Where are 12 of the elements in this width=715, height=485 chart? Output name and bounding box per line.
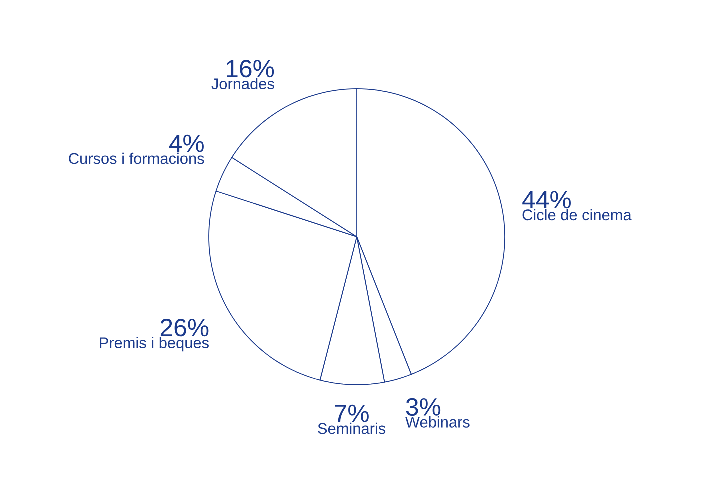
slice-label: Cursos i formacions (69, 152, 204, 164)
data-label: 7% (335, 404, 369, 422)
slice-label: Jornades (212, 78, 274, 90)
slice-label: Cicle de cinema (522, 209, 632, 221)
data-label: 44% (522, 191, 571, 209)
data-label: 26% (160, 319, 209, 337)
slice-label: Seminaris (318, 422, 386, 434)
data-label: 16% (227, 60, 274, 78)
data-label: 3% (406, 398, 441, 416)
slice-label: Webinars (406, 416, 470, 428)
slice-label: Premis i beques (100, 337, 209, 352)
data-label: 4% (169, 134, 204, 152)
